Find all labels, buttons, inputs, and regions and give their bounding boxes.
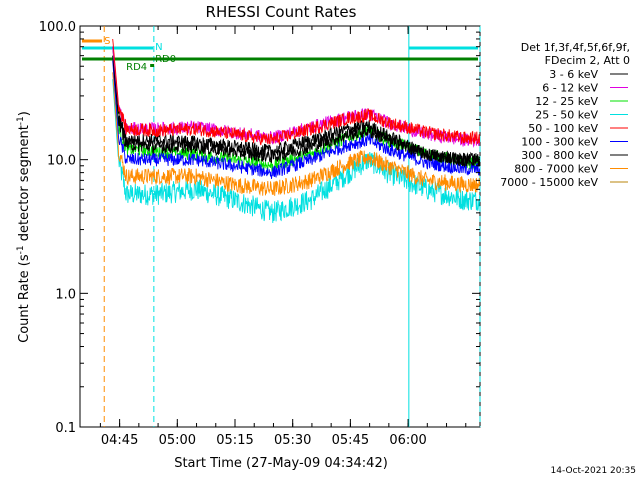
- y-axis: 100.0 10.0 1.0 0.1: [39, 20, 480, 436]
- y-tick-label: 100.0: [39, 20, 76, 35]
- series-line: [112, 38, 481, 146]
- legend-entry: 100 - 300 keV: [521, 136, 598, 149]
- flag-mark-rd4: [150, 64, 155, 67]
- flag-label-rd0: RD0: [155, 54, 176, 65]
- legend-entry: 25 - 50 keV: [535, 109, 598, 122]
- series-line: [112, 55, 481, 167]
- x-tick-label: 05:00: [159, 433, 196, 448]
- series-lines: [112, 38, 481, 224]
- y-tick-label: 1.0: [55, 287, 76, 302]
- legend: Det 1f,3f,4f,5f,6f,9f,FDecim 2, Att 03 -…: [500, 41, 630, 189]
- x-tick-label: 06:00: [389, 433, 426, 448]
- legend-entry: 6 - 12 keV: [542, 82, 598, 95]
- y-tick-label: 0.1: [55, 421, 76, 436]
- legend-entry: 800 - 7000 keV: [514, 163, 598, 176]
- legend-entry: 300 - 800 keV: [521, 149, 598, 162]
- flag-label-night: N: [155, 42, 162, 53]
- legend-entry: 3 - 6 keV: [549, 68, 598, 81]
- legend-header: Det 1f,3f,4f,5f,6f,9f,: [521, 41, 630, 54]
- plot-frame: [79, 25, 481, 428]
- chart-title: RHESSI Count Rates: [206, 3, 357, 21]
- x-axis: 04:45 05:00 05:15 05:30 05:45 06:00: [99, 26, 467, 448]
- legend-entry: 12 - 25 keV: [535, 95, 598, 108]
- x-tick-label: 04:45: [101, 433, 138, 448]
- series-line: [112, 72, 481, 196]
- x-tick-label: 05:15: [216, 433, 253, 448]
- legend-entry: 7000 - 15000 keV: [500, 176, 598, 189]
- x-tick-label: 05:30: [274, 433, 311, 448]
- y-tick-label: 10.0: [47, 154, 76, 169]
- y-axis-label: Count Rate (s-1 detector segment-1): [16, 111, 32, 343]
- x-tick-label: 05:45: [332, 433, 369, 448]
- flag-label-rd4: RD4: [126, 62, 147, 73]
- legend-header: FDecim 2, Att 0: [545, 54, 630, 67]
- series-line: [112, 79, 481, 224]
- vertical-markers: [103, 26, 481, 427]
- series-line: [112, 60, 481, 179]
- legend-entry: 50 - 100 keV: [528, 122, 598, 135]
- footer-date: 14-Oct-2021 20:35: [551, 466, 636, 476]
- flag-label-saa: S: [104, 36, 110, 47]
- x-axis-label: Start Time (27-May-09 04:34:42): [174, 456, 388, 471]
